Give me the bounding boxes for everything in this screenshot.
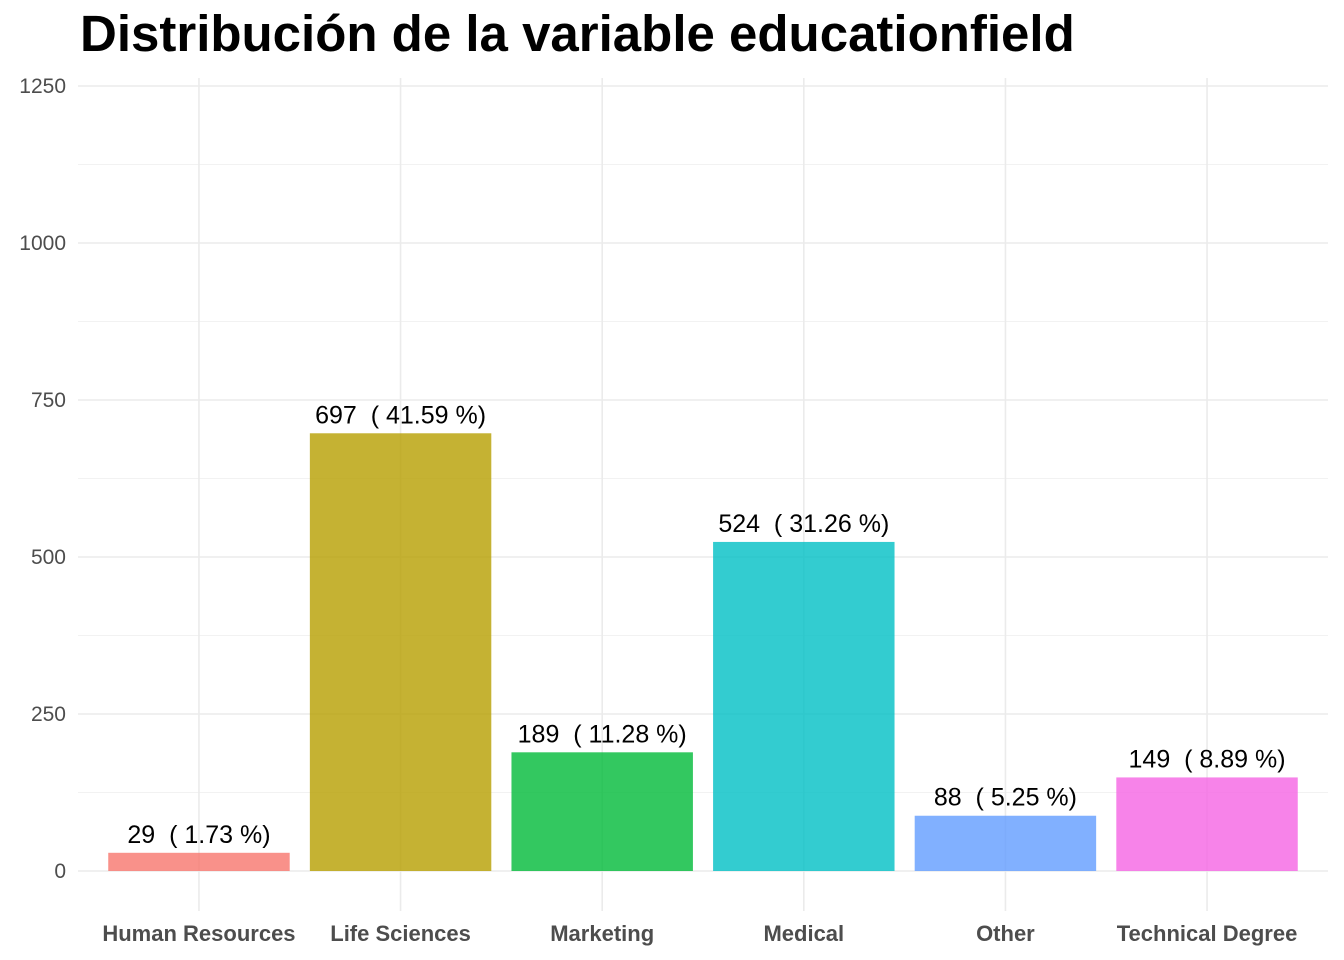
bars (108, 433, 1298, 871)
x-tick-label: Technical Degree (1117, 921, 1298, 946)
x-axis-ticks: Human Resources Life Sciences Marketing Med… (102, 921, 1297, 946)
bar-value-label: 149 ( 8.89 %) (1129, 745, 1286, 773)
bar (914, 815, 1097, 871)
y-tick-label: 250 (31, 703, 66, 726)
bar (108, 852, 290, 871)
grid-lines (78, 78, 1328, 911)
bar-value-label: 524 ( 31.26 %) (718, 510, 889, 538)
x-tick-label: Marketing (550, 921, 654, 946)
y-tick-label: 0 (54, 860, 66, 883)
bar (1116, 777, 1298, 871)
bar (511, 752, 693, 871)
bar-labels: 29 ( 1.73 %) 697 ( 41.59 %) 189 ( 11.28 %)… (127, 401, 1285, 849)
y-tick-label: 500 (31, 546, 66, 569)
x-tick-label: Life Sciences (330, 921, 471, 946)
x-tick-label: Human Resources (102, 921, 295, 946)
bar-value-label: 697 ( 41.59 %) (315, 401, 486, 429)
bar (309, 433, 492, 871)
y-tick-label: 1000 (19, 232, 66, 255)
bar-value-label: 29 ( 1.73 %) (127, 821, 270, 849)
bar-value-label: 189 ( 11.28 %) (518, 720, 687, 748)
bar-value-label: 88 ( 5.25 %) (934, 784, 1077, 812)
y-tick-label: 1250 (19, 75, 66, 98)
x-tick-label: Other (976, 921, 1035, 946)
y-axis-ticks: 0 250 500 750 1000 1250 (19, 75, 66, 883)
bar (713, 541, 895, 871)
chart-title: Distribución de la variable educationfie… (80, 5, 1075, 62)
y-tick-label: 750 (31, 389, 66, 412)
x-tick-label: Medical (763, 921, 844, 946)
